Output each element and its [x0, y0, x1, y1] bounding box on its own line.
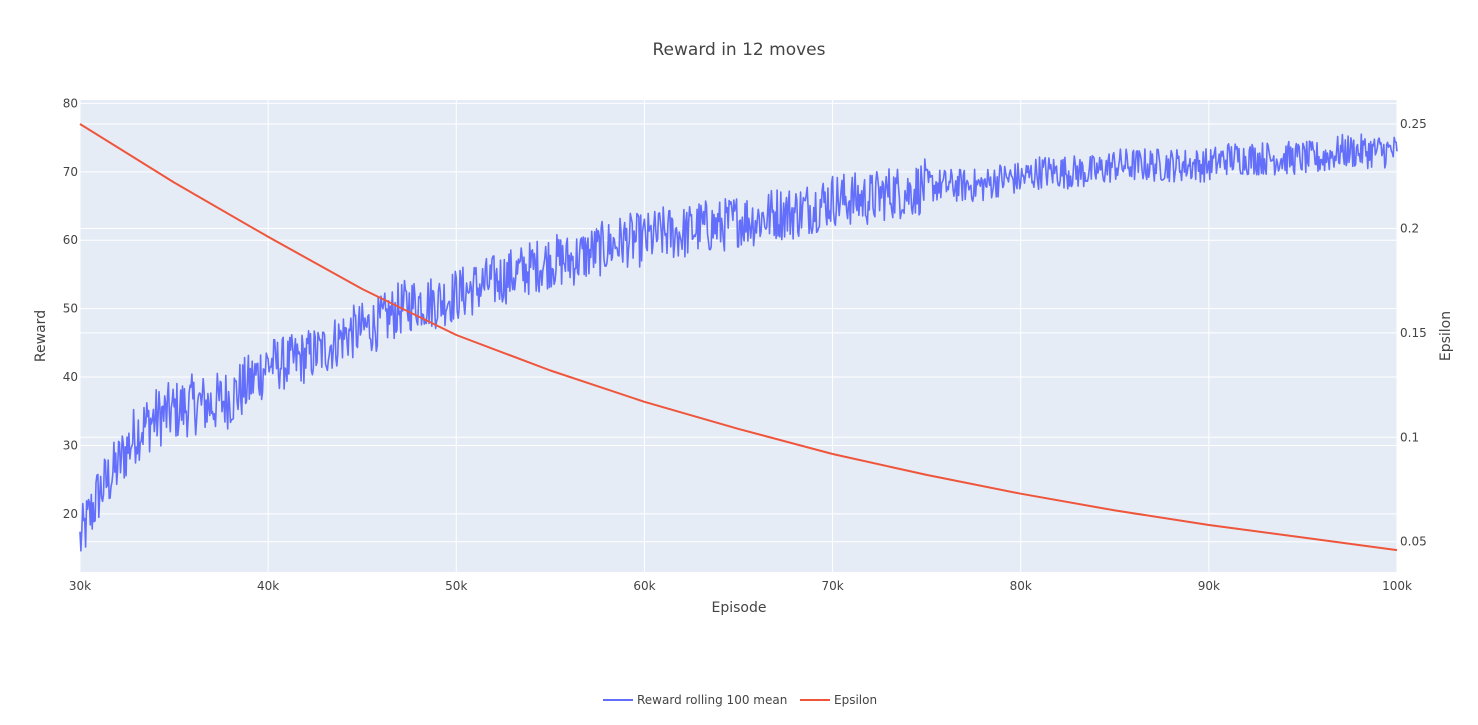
- x-axis-title: Episode: [712, 600, 767, 616]
- y-tick-label: 50: [63, 302, 78, 316]
- axes: 30k 40k 50k 60k 70k 80k 90k 100k 20 30 40 50 60 70 80 0…: [63, 96, 1427, 593]
- y2-tick-label: 0.2: [1400, 221, 1419, 235]
- legend-item-reward[interactable]: Reward rolling 100 mean: [603, 693, 787, 707]
- y-tick-label: 30: [63, 438, 78, 452]
- x-tick-label: 80k: [1010, 579, 1032, 593]
- plot-background: [80, 100, 1397, 572]
- legend[interactable]: Reward rolling 100 mean Epsilon: [603, 693, 877, 707]
- y-tick-label: 60: [63, 233, 78, 247]
- x-tick-label: 100k: [1382, 579, 1412, 593]
- y2-tick-label: 0.1: [1400, 430, 1419, 444]
- y2-tick-label: 0.15: [1400, 326, 1427, 340]
- data-series: [79, 123, 1398, 552]
- x-tick-label: 90k: [1198, 579, 1220, 593]
- x-tick-label: 60k: [633, 579, 655, 593]
- legend-item-epsilon[interactable]: Epsilon: [800, 693, 877, 707]
- y-axis-title: Reward: [33, 310, 49, 362]
- legend-label-reward: Reward rolling 100 mean: [637, 693, 787, 707]
- y2-tick-label: 0.05: [1400, 535, 1427, 549]
- legend-label-epsilon: Epsilon: [834, 693, 877, 707]
- y2-tick-label: 0.25: [1400, 117, 1427, 131]
- x-tick-label: 30k: [69, 579, 91, 593]
- y2-axis-title: Epsilon: [1438, 311, 1454, 361]
- chart-title: Reward in 12 moves: [653, 40, 826, 60]
- y-tick-label: 70: [63, 165, 78, 179]
- x-tick-label: 50k: [445, 579, 467, 593]
- epsilon-line: [79, 123, 1398, 552]
- reward-line: [79, 133, 1398, 552]
- x-tick-label: 70k: [821, 579, 843, 593]
- x-tick-label: 40k: [257, 579, 279, 593]
- y-tick-label: 40: [63, 370, 78, 384]
- y-tick-label: 80: [63, 96, 78, 110]
- y-tick-label: 20: [63, 507, 78, 521]
- grid-lines: [79, 100, 1398, 572]
